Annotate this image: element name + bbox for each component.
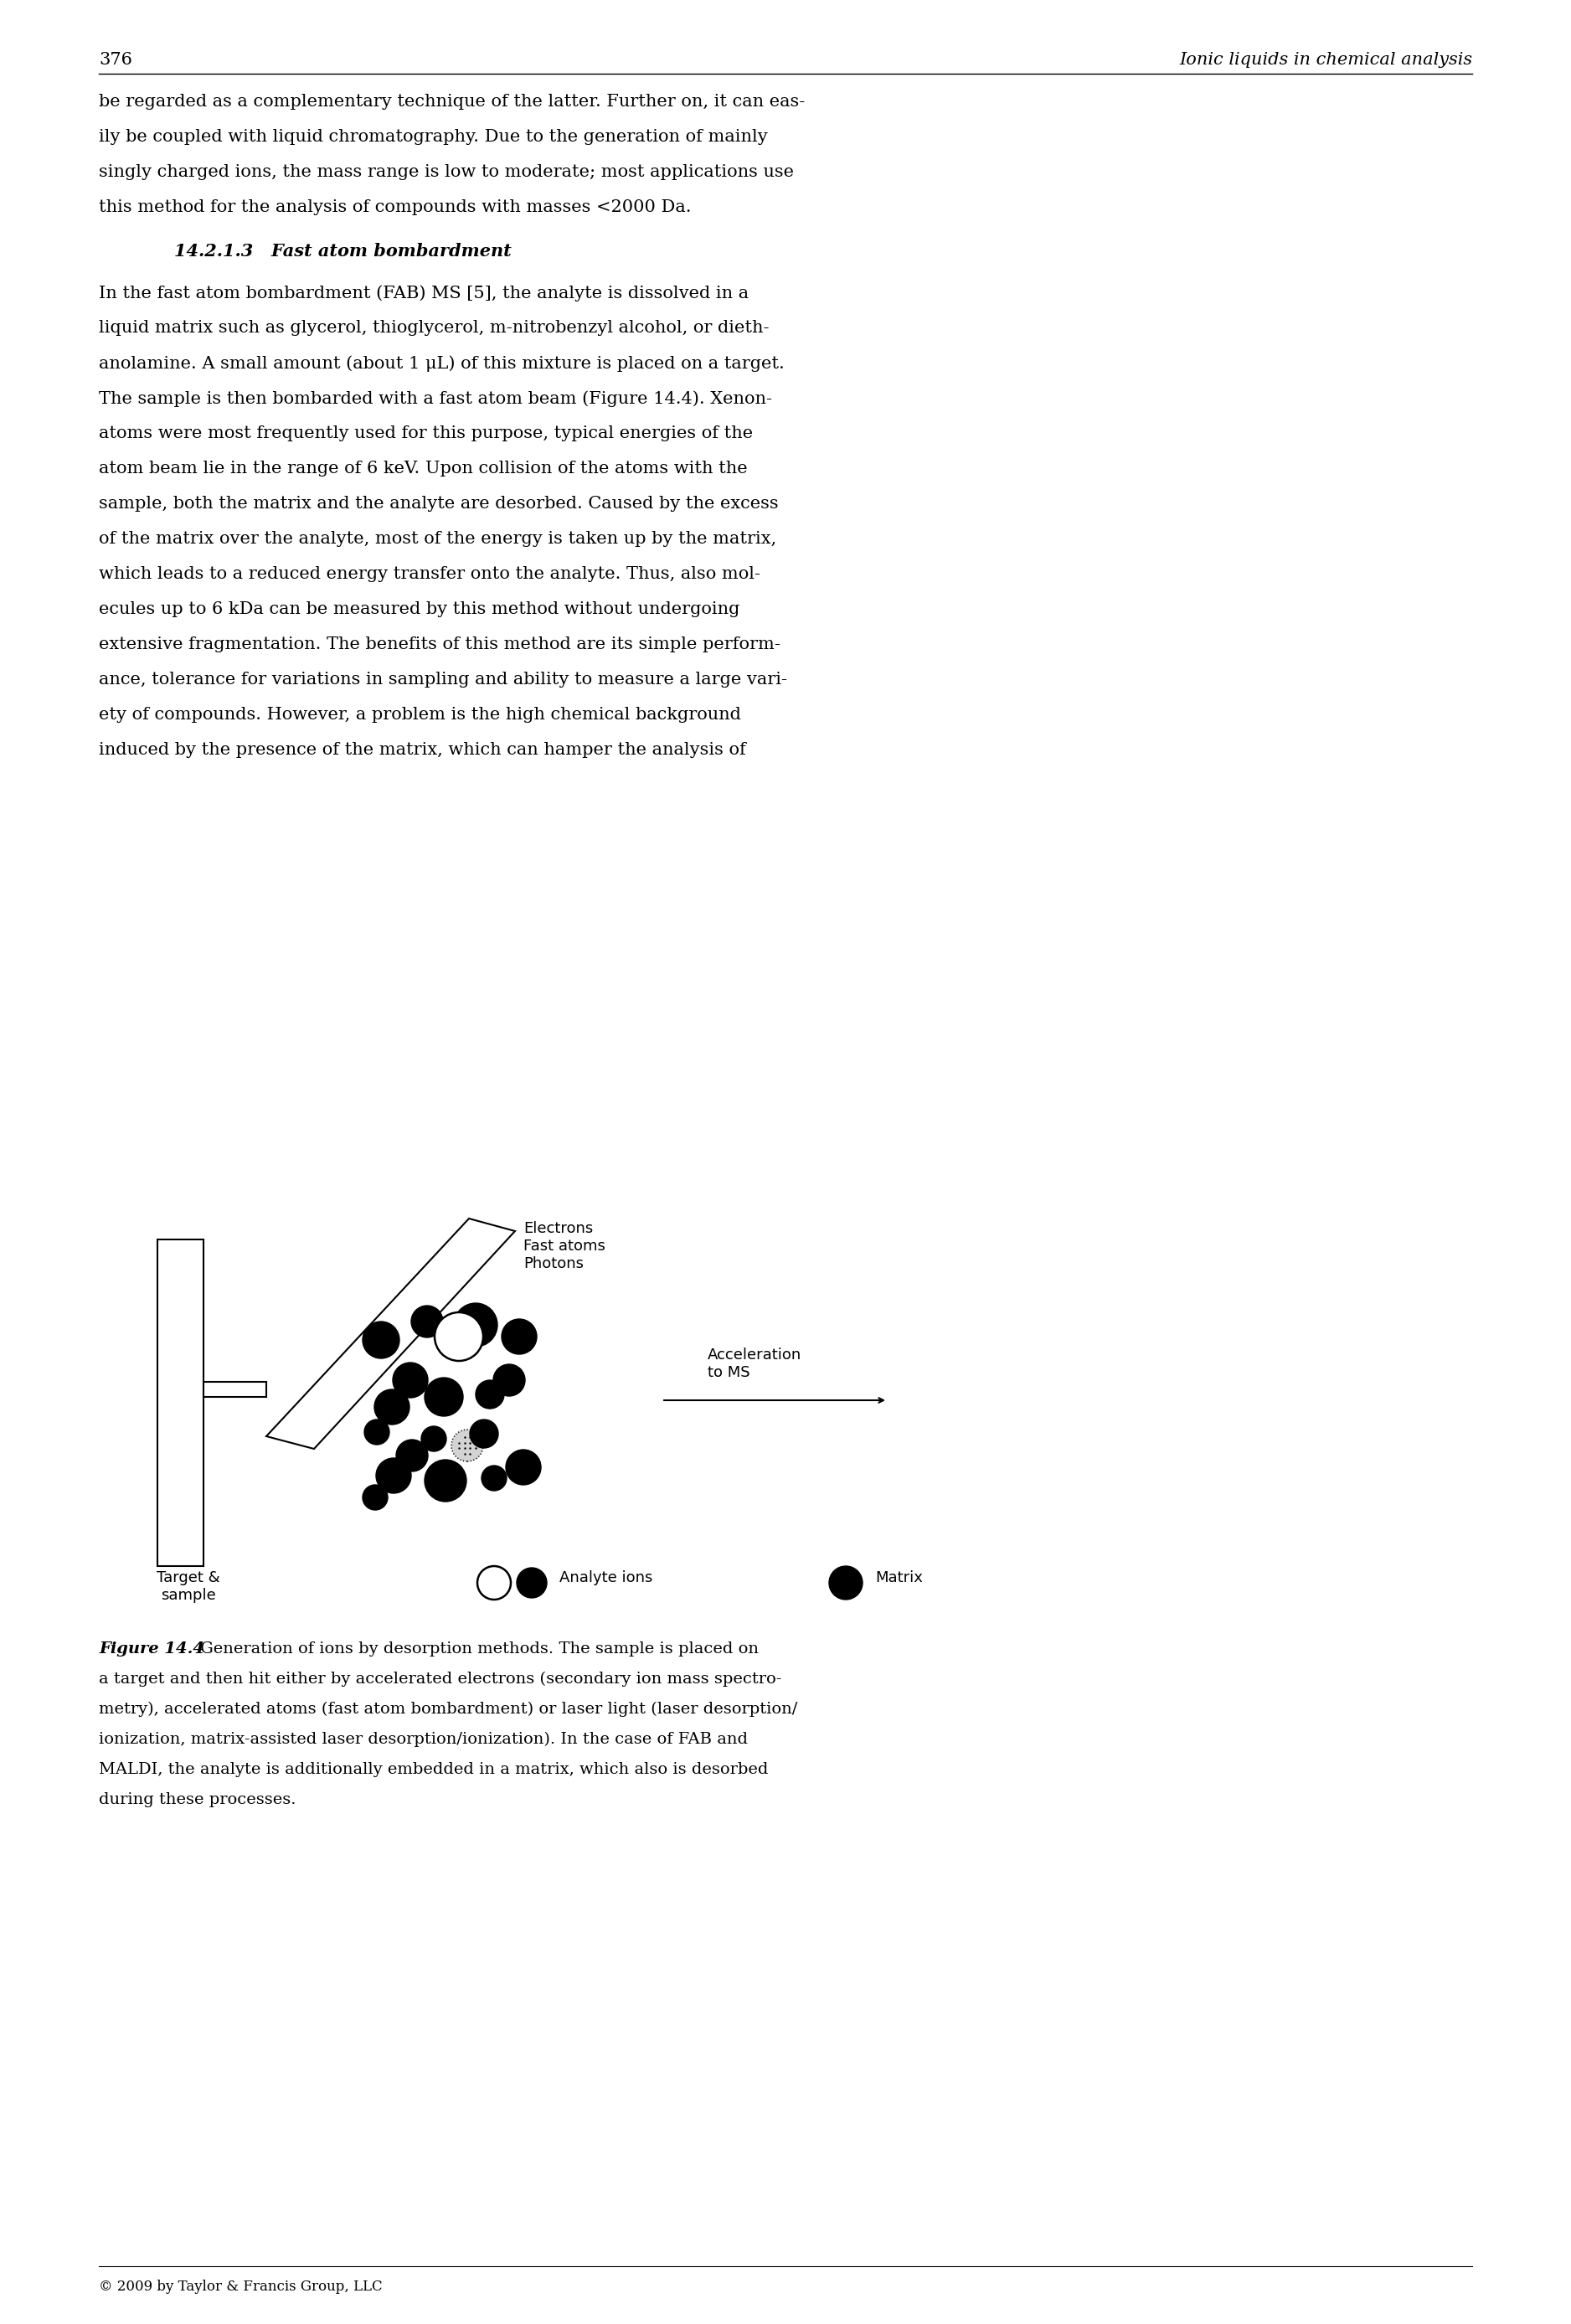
Circle shape [482, 1466, 506, 1490]
Circle shape [451, 1429, 484, 1462]
Text: Generation of ions by desorption methods. The sample is placed on: Generation of ions by desorption methods… [195, 1641, 759, 1657]
Text: ance, tolerance for variations in sampling and ability to measure a large vari-: ance, tolerance for variations in sampli… [99, 672, 787, 688]
Text: ionization, matrix-assisted laser desorption/ionization). In the case of FAB and: ionization, matrix-assisted laser desorp… [99, 1731, 748, 1748]
Text: anolamine. A small amount (about 1 μL) of this mixture is placed on a target.: anolamine. A small amount (about 1 μL) o… [99, 356, 784, 372]
Circle shape [364, 1420, 390, 1446]
Circle shape [363, 1322, 399, 1360]
Text: sample, both the matrix and the analyte are desorbed. Caused by the excess: sample, both the matrix and the analyte … [99, 495, 779, 511]
Circle shape [375, 1457, 412, 1494]
Text: which leads to a reduced energy transfer onto the analyte. Thus, also mol-: which leads to a reduced energy transfer… [99, 567, 760, 581]
Text: during these processes.: during these processes. [99, 1792, 295, 1808]
Circle shape [506, 1450, 540, 1485]
Circle shape [412, 1306, 443, 1336]
Text: Acceleration
to MS: Acceleration to MS [707, 1348, 801, 1380]
Text: In the fast atom bombardment (FAB) MS [5], the analyte is dissolved in a: In the fast atom bombardment (FAB) MS [5… [99, 286, 749, 302]
Circle shape [421, 1427, 446, 1452]
Text: induced by the presence of the matrix, which can hamper the analysis of: induced by the presence of the matrix, w… [99, 741, 746, 758]
Text: a target and then hit either by accelerated electrons (secondary ion mass spectr: a target and then hit either by accelera… [99, 1671, 782, 1687]
Text: MALDI, the analyte is additionally embedded in a matrix, which also is desorbed: MALDI, the analyte is additionally embed… [99, 1762, 768, 1778]
Text: ety of compounds. However, a problem is the high chemical background: ety of compounds. However, a problem is … [99, 706, 742, 723]
Circle shape [470, 1420, 498, 1448]
Text: Target &
sample: Target & sample [157, 1571, 220, 1604]
Text: Electrons
Fast atoms
Photons: Electrons Fast atoms Photons [523, 1220, 605, 1271]
Circle shape [435, 1313, 484, 1362]
Text: Figure 14.4: Figure 14.4 [99, 1641, 204, 1657]
Circle shape [363, 1485, 388, 1511]
Bar [204, 1383, 267, 1397]
Circle shape [829, 1566, 862, 1599]
Text: Matrix: Matrix [875, 1571, 922, 1585]
Text: atom beam lie in the range of 6 keV. Upon collision of the atoms with the: atom beam lie in the range of 6 keV. Upo… [99, 460, 748, 476]
Text: liquid matrix such as glycerol, thioglycerol, m-nitrobenzyl alcohol, or dieth-: liquid matrix such as glycerol, thioglyc… [99, 321, 770, 337]
Text: metry), accelerated atoms (fast atom bombardment) or laser light (laser desorpti: metry), accelerated atoms (fast atom bom… [99, 1701, 798, 1717]
Circle shape [424, 1378, 463, 1415]
Circle shape [517, 1569, 547, 1599]
Circle shape [374, 1390, 410, 1425]
Circle shape [476, 1380, 504, 1408]
Text: 14.2.1.3   Fast atom bombardment: 14.2.1.3 Fast atom bombardment [174, 244, 512, 260]
Circle shape [396, 1439, 427, 1471]
Circle shape [454, 1304, 498, 1346]
Polygon shape [267, 1218, 515, 1448]
Circle shape [501, 1320, 537, 1355]
Circle shape [393, 1362, 427, 1397]
Bar [157, 1239, 204, 1566]
Text: Analyte ions: Analyte ions [559, 1571, 652, 1585]
Circle shape [478, 1566, 511, 1599]
Text: © 2009 by Taylor & Francis Group, LLC: © 2009 by Taylor & Francis Group, LLC [99, 2280, 382, 2294]
Text: ecules up to 6 kDa can be measured by this method without undergoing: ecules up to 6 kDa can be measured by th… [99, 602, 740, 618]
Circle shape [493, 1364, 525, 1397]
Text: this method for the analysis of compounds with masses <2000 Da.: this method for the analysis of compound… [99, 200, 691, 216]
Text: The sample is then bombarded with a fast atom beam (Figure 14.4). Xenon-: The sample is then bombarded with a fast… [99, 390, 771, 407]
Text: extensive fragmentation. The benefits of this method are its simple perform-: extensive fragmentation. The benefits of… [99, 637, 781, 653]
Circle shape [424, 1459, 467, 1501]
Text: atoms were most frequently used for this purpose, typical energies of the: atoms were most frequently used for this… [99, 425, 753, 442]
Text: ily be coupled with liquid chromatography. Due to the generation of mainly: ily be coupled with liquid chromatograph… [99, 128, 768, 144]
Text: 376: 376 [99, 51, 132, 67]
Text: be regarded as a complementary technique of the latter. Further on, it can eas-: be regarded as a complementary technique… [99, 93, 804, 109]
Text: Ionic liquids in chemical analysis: Ionic liquids in chemical analysis [1178, 51, 1472, 67]
Text: of the matrix over the analyte, most of the energy is taken up by the matrix,: of the matrix over the analyte, most of … [99, 530, 776, 546]
Text: singly charged ions, the mass range is low to moderate; most applications use: singly charged ions, the mass range is l… [99, 165, 793, 179]
